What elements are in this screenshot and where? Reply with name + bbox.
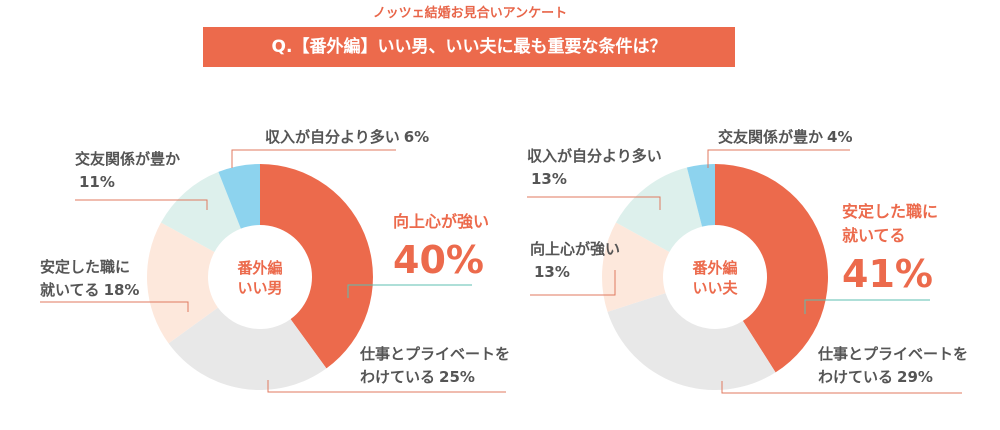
leader-line [267, 380, 506, 393]
donut-slice [168, 307, 327, 390]
center-subtitle: いい男 [237, 279, 282, 297]
value-label: 40% [393, 238, 484, 282]
category-label: 安定した職に 就いてる [40, 258, 131, 299]
leader-line [530, 270, 616, 296]
value-label: 4% [827, 128, 853, 146]
center-title: 番外編 [691, 259, 737, 277]
slice-label: 向上心が強い 13% [530, 238, 620, 284]
value-label: 25% [439, 368, 475, 386]
slice-label: 収入が自分より多い 13% [527, 145, 662, 191]
donut-slice [146, 222, 218, 344]
value-label: 13% [534, 263, 570, 281]
leader-line [527, 196, 661, 210]
center-subtitle: いい夫 [692, 279, 738, 297]
value-label: 18% [103, 281, 140, 299]
category-label: 向上心が強い [530, 240, 621, 258]
category-label: 向上心が強い [393, 212, 490, 231]
category-label: 仕事とプライベートを わけている [818, 345, 969, 386]
leader-line [231, 149, 396, 168]
center-title: 番外編 [236, 259, 282, 277]
slice-label: 収入が自分より多い 6% [265, 126, 429, 149]
donut-slice [686, 164, 715, 227]
question-banner: Q.【番外編】いい男、いい夫に最も重要な条件は？ [203, 27, 735, 67]
category-label: 安定した職に 就いてる [842, 202, 939, 245]
leader-line [40, 301, 189, 312]
category-label: 交友関係が豊か [718, 128, 824, 146]
donut-slice [615, 167, 703, 252]
donut-slice [607, 293, 776, 390]
value-label: 13% [531, 170, 567, 188]
donut-slice [218, 164, 260, 229]
category-label: 収入が自分より多い [527, 147, 662, 165]
leader-line [804, 299, 930, 314]
donut-slice [602, 222, 670, 312]
slice-label: 仕事とプライベートを わけている 29% [818, 343, 968, 389]
donut-slice [160, 171, 241, 252]
leader-line [75, 199, 208, 210]
donut-slice [715, 164, 828, 373]
value-label: 29% [897, 368, 933, 386]
value-label: 6% [403, 128, 430, 146]
donut-slice [260, 164, 373, 369]
slice-label: 向上心が強い 40% [393, 210, 489, 286]
category-label: 収入が自分より多い [265, 128, 400, 146]
slice-label: 安定した職に 就いてる 18% [40, 256, 139, 302]
value-label: 41% [842, 252, 933, 296]
leader-line [707, 149, 850, 168]
slice-label: 安定した職に 就いてる 41% [842, 200, 938, 300]
slice-label: 交友関係が豊か 11% [75, 148, 180, 194]
slice-label: 交友関係が豊か 4% [718, 126, 852, 149]
value-label: 11% [79, 173, 115, 191]
leader-line [721, 381, 962, 394]
category-label: 仕事とプライベートを わけている [360, 345, 511, 386]
category-label: 交友関係が豊か [75, 150, 181, 168]
survey-title: ノッツェ結婚お見合いアンケート [372, 6, 568, 21]
leader-line [347, 284, 472, 298]
slice-label: 仕事とプライベートを わけている 25% [360, 343, 510, 389]
